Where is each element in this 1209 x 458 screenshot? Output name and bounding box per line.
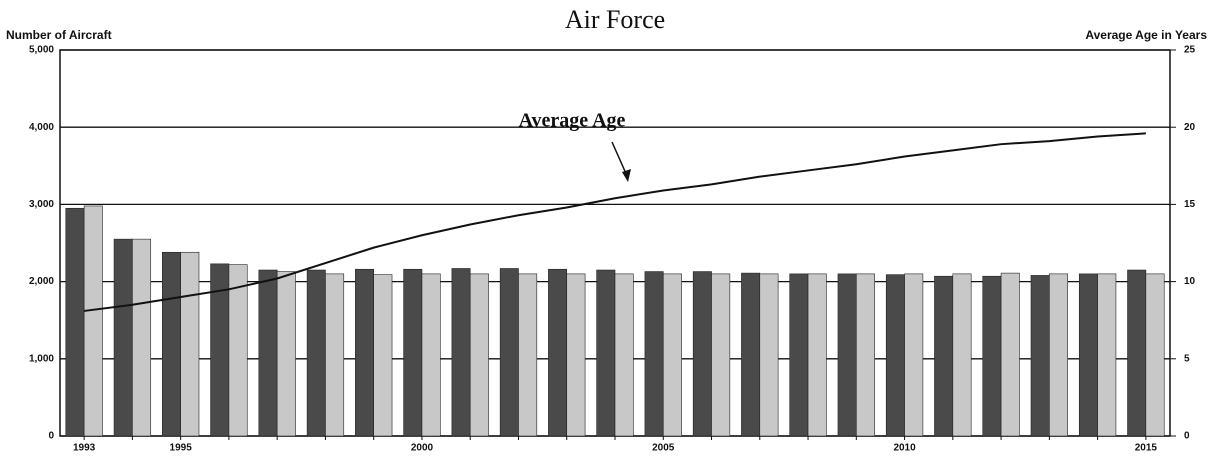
bar (451, 268, 471, 437)
bar (1127, 269, 1147, 437)
bar (1049, 273, 1068, 437)
bar (711, 273, 731, 437)
bar (548, 268, 568, 437)
chart-title: Air Force (565, 5, 665, 34)
y-tick-label: 3,000 (29, 199, 54, 210)
bar (83, 205, 103, 437)
bar (373, 274, 393, 437)
x-tick-label: 1995 (170, 443, 193, 454)
x-tick-label: 2005 (652, 443, 675, 454)
y-tick-label: 2,000 (29, 276, 54, 287)
bar (518, 273, 538, 437)
y-tick-label: 1,000 (29, 353, 54, 364)
bar (162, 251, 181, 437)
bar (499, 268, 519, 437)
bar (325, 273, 345, 437)
y2-tick-label: 15 (1184, 199, 1196, 210)
y2-tick-label: 25 (1184, 45, 1196, 56)
bar (1097, 273, 1117, 437)
bar (934, 275, 954, 437)
x-tick-label: 2000 (411, 443, 434, 454)
bar (759, 273, 779, 437)
bar (692, 271, 712, 437)
y2-tick-label: 20 (1184, 122, 1196, 133)
bar (982, 275, 1002, 437)
x-tick-label: 2010 (893, 443, 916, 454)
bar (596, 269, 616, 437)
bar (662, 273, 682, 437)
bar (132, 238, 152, 437)
bar (566, 273, 586, 437)
bar (1145, 273, 1165, 437)
y-tick-label: 4,000 (29, 122, 54, 133)
y2-tick-label: 0 (1184, 431, 1190, 442)
bar (65, 207, 85, 437)
bar (644, 271, 664, 437)
bar (952, 273, 972, 437)
bar (276, 271, 296, 437)
y-tick-label: 5,000 (29, 45, 54, 56)
arrow-head (622, 169, 631, 182)
bar (1000, 272, 1020, 437)
bar (837, 273, 857, 437)
bar (1078, 273, 1098, 437)
bar (789, 273, 809, 437)
bar (885, 274, 905, 437)
bar (421, 273, 441, 437)
bar (807, 273, 827, 437)
y2-tick-label: 10 (1184, 276, 1196, 287)
bar (469, 273, 489, 437)
line (84, 132, 1146, 312)
y2-axis-label: Average Age in Years (1085, 28, 1207, 42)
x-tick-label: 2015 (1135, 443, 1158, 454)
bar (856, 273, 875, 437)
bar (741, 272, 761, 437)
y2-tick-label: 5 (1184, 353, 1190, 364)
bar (403, 268, 423, 437)
bar (306, 269, 326, 437)
x-tick-label: 1993 (73, 443, 96, 454)
annotation: Average Age (519, 110, 626, 132)
bar (904, 273, 924, 437)
bar (228, 264, 248, 437)
bar (1030, 275, 1050, 437)
bar (258, 269, 278, 437)
bar (113, 238, 133, 437)
bar (614, 273, 634, 437)
y-axis-label: Number of Aircraft (6, 28, 112, 42)
y-tick-label: 0 (48, 431, 54, 442)
bar (355, 268, 374, 437)
bar (180, 251, 200, 437)
